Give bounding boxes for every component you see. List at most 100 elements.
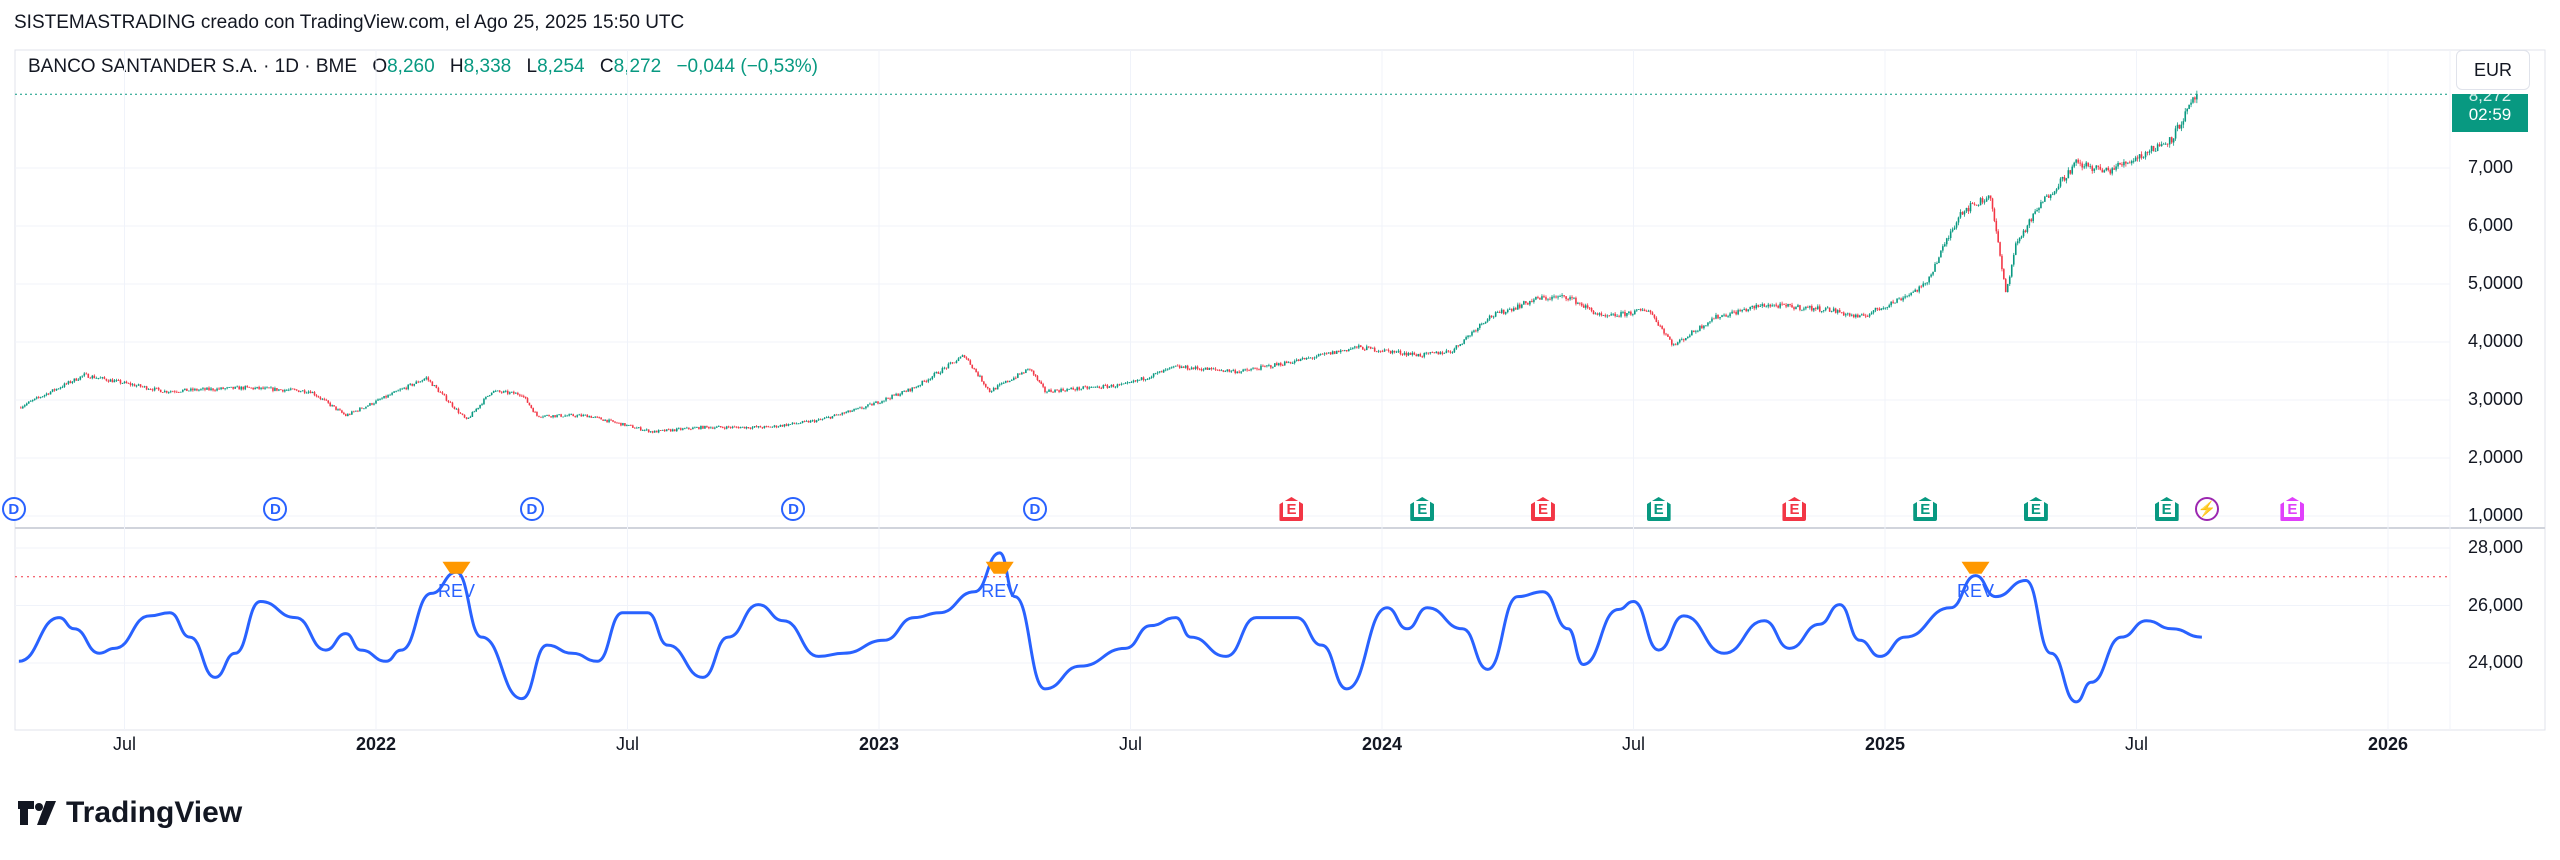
candle: [1844, 314, 1847, 316]
candle: [971, 364, 974, 368]
symbol-title[interactable]: BANCO SANTANDER S.A. · 1D · BME: [28, 56, 358, 77]
candle: [891, 394, 893, 399]
dividend-event-icon[interactable]: D: [263, 497, 288, 521]
candle: [488, 395, 491, 396]
candle: [1581, 303, 1583, 306]
candle: [526, 398, 529, 403]
candle: [2174, 128, 2177, 139]
candle: [1789, 303, 1791, 305]
candle: [2168, 137, 2171, 145]
candle: [783, 424, 786, 427]
candle: [1855, 314, 1857, 318]
candle: [2109, 170, 2112, 174]
candle: [266, 387, 268, 389]
candle: [2127, 162, 2129, 164]
candle: [733, 426, 736, 428]
candle: [1339, 350, 1342, 353]
candle: [1653, 314, 1656, 318]
candle: [2075, 159, 2077, 163]
candle: [712, 427, 714, 429]
candle: [2170, 137, 2173, 143]
candle: [93, 375, 96, 379]
candle: [77, 379, 80, 381]
candle: [2097, 165, 2100, 167]
candle: [508, 392, 511, 394]
candle: [1455, 345, 1458, 349]
candle: [1680, 339, 1683, 341]
news-flash-icon[interactable]: ⚡: [2194, 497, 2219, 521]
tradingview-logo[interactable]: TradingView: [18, 796, 242, 830]
candle: [385, 396, 387, 398]
candle: [1559, 296, 1561, 297]
candle: [345, 414, 347, 417]
candle: [1311, 357, 1314, 359]
candle: [1176, 365, 1179, 367]
candle: [1098, 386, 1101, 389]
candle: [568, 414, 570, 416]
candle: [494, 390, 497, 392]
candle: [2132, 160, 2135, 162]
candle: [665, 429, 668, 432]
candle: [1571, 297, 1573, 299]
candle: [1971, 203, 1974, 204]
candle: [284, 390, 286, 392]
candle: [1944, 244, 1946, 247]
oscillator-line: [18, 551, 2202, 704]
candle: [1930, 274, 1932, 277]
candle: [584, 414, 587, 416]
candle: [2119, 162, 2121, 165]
candle: [305, 392, 308, 394]
dividend-event-icon[interactable]: D: [781, 497, 806, 521]
candle: [710, 427, 712, 429]
price-axis-label: 1,0000: [2468, 505, 2524, 525]
candle: [1610, 314, 1612, 316]
candle: [475, 409, 478, 412]
candle: [853, 409, 855, 411]
candle: [755, 426, 758, 428]
candle: [1299, 358, 1302, 361]
candle: [244, 386, 247, 390]
candle: [401, 388, 403, 390]
candle: [335, 406, 337, 410]
candle: [1993, 208, 1996, 221]
candle: [1537, 296, 1539, 298]
candle: [1859, 315, 1861, 318]
candle: [1975, 204, 1978, 206]
candle: [767, 426, 770, 428]
candle: [1437, 351, 1440, 355]
currency-button[interactable]: EUR: [2456, 50, 2530, 90]
candle: [1942, 246, 1944, 251]
candle: [877, 401, 879, 404]
candle: [1120, 383, 1123, 385]
candle: [111, 379, 114, 383]
candle: [598, 417, 600, 418]
candle: [988, 388, 991, 393]
dividend-event-icon[interactable]: D: [1, 497, 26, 521]
candle: [1150, 376, 1153, 378]
candle: [1963, 211, 1966, 215]
candle: [718, 426, 720, 427]
dividend-event-icon[interactable]: D: [519, 497, 544, 521]
candle: [409, 383, 412, 385]
candle: [83, 373, 86, 376]
candle: [1912, 291, 1914, 293]
candle: [1162, 369, 1165, 373]
candle: [925, 381, 928, 382]
candle: [805, 420, 808, 422]
candle: [1114, 386, 1117, 388]
candle: [2158, 144, 2161, 147]
dividend-event-icon[interactable]: D: [1022, 497, 1047, 521]
candle: [451, 402, 454, 407]
candle: [935, 371, 938, 374]
candle: [582, 414, 585, 417]
candle: [496, 390, 499, 392]
candle: [272, 387, 274, 391]
candle: [967, 358, 970, 361]
candle: [1834, 308, 1837, 313]
candle: [554, 415, 556, 417]
candle: [1230, 370, 1233, 372]
candle: [1604, 315, 1607, 317]
candle: [210, 388, 212, 390]
candle: [1232, 370, 1235, 371]
